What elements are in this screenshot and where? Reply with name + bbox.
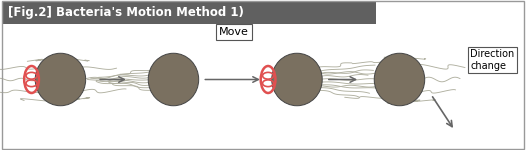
- Ellipse shape: [272, 53, 322, 106]
- Ellipse shape: [148, 53, 199, 106]
- Ellipse shape: [374, 53, 425, 106]
- Ellipse shape: [35, 53, 86, 106]
- Text: [Fig.2] Bacteria's Motion Method 1): [Fig.2] Bacteria's Motion Method 1): [8, 6, 244, 19]
- Text: Direction
change: Direction change: [471, 49, 515, 71]
- FancyBboxPatch shape: [3, 1, 376, 24]
- Text: Move: Move: [219, 27, 249, 37]
